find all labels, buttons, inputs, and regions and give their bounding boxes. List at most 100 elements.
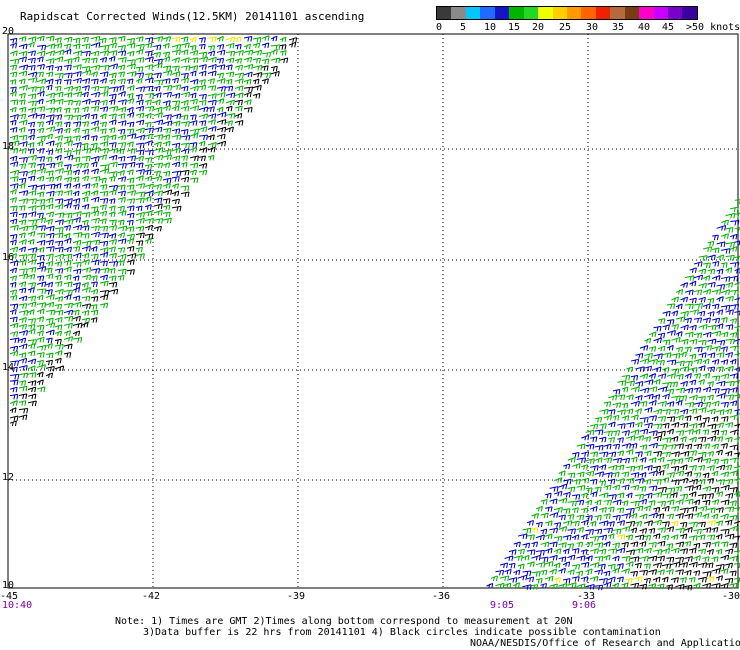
wind-barb bbox=[27, 211, 37, 217]
wind-barb bbox=[45, 203, 54, 210]
wind-barb bbox=[135, 246, 143, 253]
wind-barb bbox=[639, 428, 649, 435]
wind-barb bbox=[706, 562, 714, 569]
wind-barb bbox=[616, 519, 626, 526]
wind-barb bbox=[81, 162, 89, 169]
wind-barb bbox=[63, 315, 74, 322]
colorbar-swatch bbox=[552, 7, 567, 19]
wind-barb bbox=[657, 583, 665, 590]
wind-barb bbox=[585, 470, 595, 477]
wind-barb bbox=[216, 49, 226, 56]
wind-barb bbox=[90, 317, 98, 323]
wind-barb bbox=[81, 252, 90, 259]
wind-barb bbox=[9, 267, 18, 274]
wind-barb bbox=[198, 163, 208, 169]
colorbar-swatch bbox=[639, 7, 654, 19]
wind-barb bbox=[189, 36, 197, 43]
wind-barb bbox=[18, 239, 27, 245]
wind-barb bbox=[126, 128, 135, 135]
wind-barb bbox=[675, 569, 684, 575]
wind-barb bbox=[36, 127, 45, 134]
wind-barb bbox=[675, 288, 684, 295]
wind-barb bbox=[9, 147, 19, 154]
wind-barb bbox=[734, 465, 740, 471]
wind-barb bbox=[729, 332, 738, 338]
wind-barb bbox=[706, 576, 715, 582]
wind-barb bbox=[144, 112, 152, 119]
wind-barb bbox=[153, 126, 163, 133]
wind-barb bbox=[661, 548, 671, 554]
wind-barb bbox=[153, 203, 163, 210]
wind-barb bbox=[27, 339, 37, 345]
wind-barb bbox=[27, 169, 37, 175]
wind-barb bbox=[729, 303, 740, 310]
wind-barb bbox=[9, 386, 18, 393]
wind-barb bbox=[72, 239, 82, 246]
wind-barb bbox=[72, 70, 82, 77]
wind-barb bbox=[45, 317, 54, 324]
wind-barb bbox=[171, 128, 181, 134]
wind-barb bbox=[535, 505, 543, 512]
wind-barb bbox=[698, 352, 707, 358]
wind-barb bbox=[675, 414, 684, 421]
wind-barb bbox=[553, 535, 563, 542]
wind-barb bbox=[126, 141, 134, 147]
wind-barb bbox=[54, 161, 63, 167]
wind-barb bbox=[144, 224, 154, 231]
wind-barb bbox=[688, 561, 698, 568]
wind-barb bbox=[653, 465, 662, 472]
wind-barb bbox=[81, 69, 92, 76]
wind-barb bbox=[634, 520, 642, 527]
wind-barb bbox=[171, 190, 180, 197]
longitude-label: -36 bbox=[432, 591, 451, 602]
wind-barb bbox=[712, 234, 719, 241]
wind-barb bbox=[689, 464, 697, 471]
wind-barb bbox=[644, 352, 653, 359]
wind-barb bbox=[90, 50, 100, 57]
wind-barb bbox=[716, 241, 726, 247]
wind-barb bbox=[702, 499, 711, 506]
wind-barb bbox=[135, 183, 146, 189]
wind-barb bbox=[675, 346, 684, 353]
wind-barb bbox=[702, 303, 711, 310]
wind-barb bbox=[81, 98, 91, 105]
wind-barb bbox=[81, 303, 92, 309]
wind-barb bbox=[680, 493, 689, 500]
wind-barb bbox=[144, 92, 155, 99]
wind-barb bbox=[108, 233, 117, 239]
wind-barb bbox=[612, 457, 623, 464]
wind-barb bbox=[576, 570, 584, 577]
wind-barb bbox=[234, 72, 245, 79]
wind-barb bbox=[72, 337, 83, 343]
wind-barb bbox=[639, 541, 647, 547]
wind-barb bbox=[707, 408, 716, 415]
wind-barb bbox=[648, 500, 656, 506]
wind-barb bbox=[675, 512, 684, 519]
wind-barb bbox=[117, 247, 126, 253]
wind-barb bbox=[729, 414, 739, 420]
wind-barb bbox=[126, 245, 135, 252]
wind-barb bbox=[707, 240, 715, 247]
wind-barb bbox=[562, 520, 573, 526]
wind-barb bbox=[54, 72, 64, 79]
wind-barb bbox=[207, 78, 215, 84]
wind-barb bbox=[711, 513, 719, 520]
wind-barb bbox=[652, 519, 662, 526]
wind-barb bbox=[693, 499, 701, 505]
wind-barb bbox=[635, 408, 642, 414]
wind-barb bbox=[711, 499, 720, 505]
wind-barb bbox=[734, 338, 740, 344]
wind-barb bbox=[572, 494, 581, 500]
wind-barb bbox=[644, 379, 654, 385]
wind-barb bbox=[567, 554, 576, 561]
wind-barb bbox=[671, 479, 680, 485]
colorbar-swatch bbox=[595, 7, 611, 19]
wind-barb bbox=[261, 42, 270, 48]
wind-barb bbox=[153, 190, 164, 196]
wind-barb bbox=[198, 79, 206, 85]
wind-barb bbox=[36, 232, 46, 239]
wind-barb bbox=[81, 240, 92, 247]
wind-barb bbox=[189, 98, 198, 105]
wind-barb bbox=[725, 212, 736, 219]
wind-barb bbox=[693, 456, 703, 463]
